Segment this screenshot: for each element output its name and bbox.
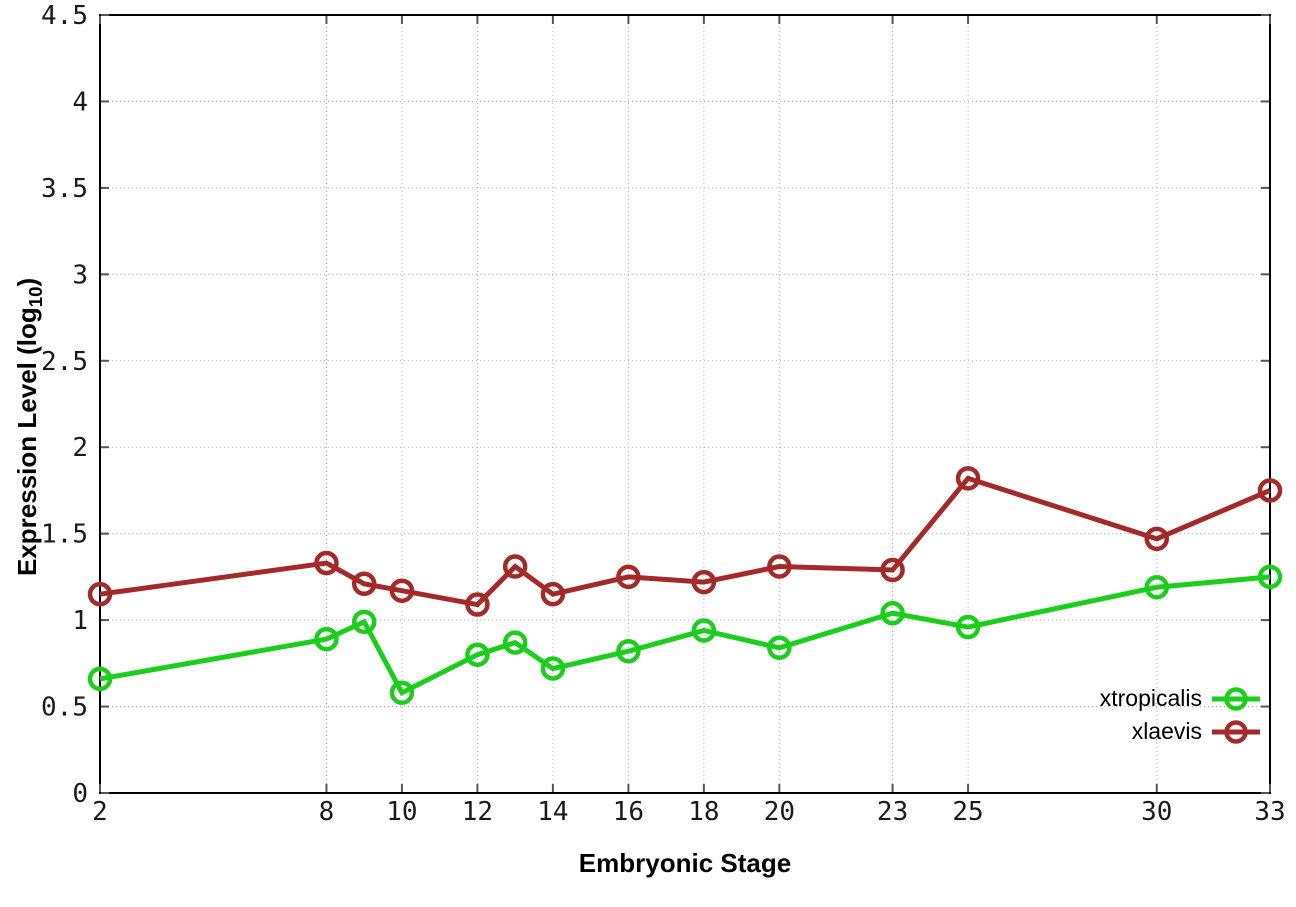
x-tick-label: 25 [952, 797, 983, 827]
data-point-xtropicalis [389, 680, 415, 705]
x-tick-label: 12 [462, 797, 493, 827]
data-point-xlaevis [465, 592, 490, 617]
data-point-xtropicalis [314, 626, 339, 652]
data-point-xtropicalis [465, 642, 490, 667]
data-point-xtropicalis [87, 666, 113, 692]
data-point-xlaevis [540, 581, 566, 607]
data-point-xtropicalis [880, 600, 905, 626]
y-axis-label-suffix: ) [12, 277, 42, 287]
data-point-xlaevis [767, 554, 792, 579]
data-point-xtropicalis [1257, 564, 1283, 590]
x-tick-label: 23 [877, 797, 908, 827]
data-point-xtropicalis [502, 630, 528, 655]
data-point-xtropicalis [616, 638, 641, 664]
x-axis-label: Embryonic Stage [578, 848, 792, 878]
data-point-xlaevis [616, 564, 641, 590]
plot-border [99, 14, 1271, 794]
legend-marker-xtropicalis [1212, 686, 1260, 711]
legend-item-xtropicalis: xtropicalis [1100, 682, 1262, 715]
series-line-xtropicalis [99, 574, 1271, 697]
legend: xtropicalis xlaevis [1100, 682, 1262, 748]
data-point-xlaevis [351, 571, 377, 597]
x-tick-label: 20 [764, 797, 795, 827]
data-point-xtropicalis [1144, 575, 1170, 600]
x-tick-label: 8 [319, 797, 335, 827]
data-point-xlaevis [955, 466, 981, 491]
data-point-xlaevis [1257, 478, 1283, 503]
data-point-xlaevis [87, 581, 113, 607]
y-axis-label: Expression Level (log10) [12, 278, 47, 576]
data-point-xtropicalis [351, 609, 377, 635]
y-tick-label: 2.5 [41, 347, 88, 377]
data-point-xtropicalis [540, 656, 566, 681]
x-tick-label: 10 [386, 797, 417, 827]
data-point-xtropicalis [955, 614, 981, 640]
data-point-xlaevis [389, 578, 415, 603]
data-point-xlaevis [314, 550, 339, 576]
y-tick-label: 1 [72, 606, 88, 636]
y-tick-label: 1.5 [41, 520, 88, 550]
y-tick-label: 0.5 [41, 693, 88, 723]
y-tick-label: 4.5 [41, 1, 88, 31]
data-point-xlaevis [691, 569, 717, 595]
data-point-xlaevis [502, 554, 528, 579]
x-tick-label: 14 [537, 797, 568, 827]
legend-item-xlaevis: xlaevis [1132, 715, 1262, 748]
x-tick-label: 16 [613, 797, 644, 827]
y-tick-label: 4 [72, 87, 88, 117]
data-point-xtropicalis [767, 635, 792, 661]
series-line-xlaevis [99, 475, 1271, 608]
legend-marker-xlaevis [1212, 719, 1260, 744]
y-tick-label: 3 [72, 260, 88, 290]
y-tick-label: 0 [72, 779, 88, 809]
y-tick-label: 2 [72, 433, 88, 463]
legend-label-xtropicalis: xtropicalis [1099, 685, 1202, 711]
data-point-xlaevis [880, 557, 905, 583]
y-axis-label-subscript: 10 [25, 286, 47, 308]
y-axis-label-text: Expression Level (log [12, 307, 42, 576]
data-point-xtropicalis [691, 618, 717, 643]
x-tick-label: 18 [688, 797, 719, 827]
data-point-xlaevis [1144, 526, 1170, 552]
x-tick-label: 33 [1254, 797, 1285, 827]
y-tick-label: 3.5 [41, 174, 88, 204]
x-tick-label: 30 [1141, 797, 1172, 827]
x-tick-label: 2 [92, 797, 108, 827]
legend-label-xlaevis: xlaevis [1131, 718, 1202, 744]
